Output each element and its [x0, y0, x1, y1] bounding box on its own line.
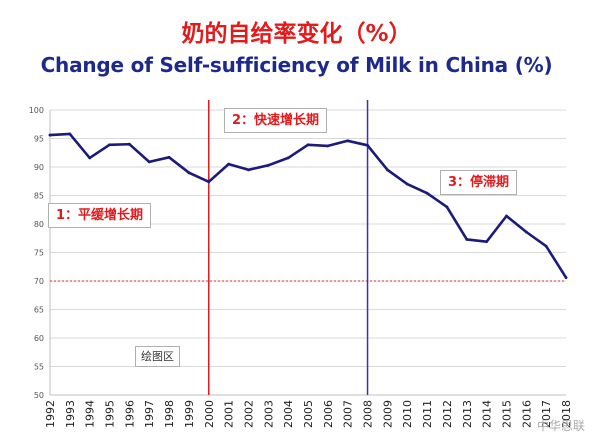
data-point-2001 — [227, 162, 231, 166]
data-point-2015 — [505, 214, 508, 218]
x-tick-label-1995: 1995 — [104, 400, 117, 428]
y-tick-label-90: 90 — [34, 163, 44, 172]
data-point-2000 — [207, 180, 211, 184]
data-point-2011 — [425, 191, 429, 195]
chart-title-chinese: 奶的自给率变化（%） — [181, 21, 412, 47]
x-tick-label-2006: 2006 — [322, 400, 335, 428]
data-point-1993 — [68, 132, 72, 136]
y-tick-label-65: 65 — [34, 306, 44, 315]
data-point-2007 — [346, 139, 350, 143]
grid-layer — [50, 109, 566, 396]
x-tick-label-2011: 2011 — [421, 400, 434, 428]
series-layer — [48, 132, 568, 279]
data-point-2018 — [564, 276, 568, 279]
x-tick-label-2012: 2012 — [441, 400, 454, 428]
data-point-2012 — [445, 205, 449, 209]
y-tick-label-60: 60 — [34, 334, 44, 343]
phase-label-3: 3：停滞期 — [440, 170, 518, 195]
x-tick-label-2005: 2005 — [302, 400, 315, 428]
y-tick-label-85: 85 — [34, 192, 44, 201]
x-tick-label-2014: 2014 — [481, 400, 494, 428]
x-tick-label-2018: 2018 — [560, 400, 573, 428]
data-point-2004 — [286, 156, 290, 160]
x-tick-label-2009: 2009 — [381, 400, 394, 428]
y-tick-label-70: 70 — [34, 277, 44, 286]
marker-layer — [50, 100, 566, 395]
data-point-1997 — [147, 160, 151, 164]
x-tick-label-2016: 2016 — [520, 400, 533, 428]
data-point-1999 — [187, 171, 191, 175]
y-tick-label-95: 95 — [34, 135, 44, 144]
data-point-2008 — [366, 143, 369, 147]
data-point-1992 — [48, 133, 52, 137]
data-point-1994 — [88, 156, 92, 160]
x-tick-label-2002: 2002 — [242, 400, 255, 428]
x-tick-label-1993: 1993 — [64, 400, 77, 428]
phase-label-2: 2：快速增长期 — [224, 108, 328, 133]
axis-layer: 50 55 60 65 70 75 80 85 90 95 100 1992 1993 1994 1995 1… — [29, 106, 573, 428]
data-point-2013 — [465, 237, 469, 241]
x-tick-label-2000: 2000 — [203, 400, 216, 428]
data-point-2005 — [306, 143, 310, 147]
x-tick-label-2013: 2013 — [461, 400, 474, 428]
watermark: 中华思联 — [536, 419, 585, 433]
data-point-1995 — [108, 143, 111, 147]
x-tick-label-2017: 2017 — [540, 400, 553, 428]
x-tick-label-2007: 2007 — [342, 400, 355, 428]
data-point-2014 — [485, 240, 489, 244]
x-tick-label-1998: 1998 — [163, 400, 176, 428]
phase-label-1: 1：平缓增长期 — [48, 203, 152, 228]
x-tick-label-2001: 2001 — [223, 400, 236, 428]
chart-title-english: Change of Self-sufficiency of Milk in Ch… — [40, 53, 553, 77]
x-tick-label-1999: 1999 — [183, 400, 196, 428]
x-tick-label-1994: 1994 — [84, 400, 97, 428]
x-tick-label-1996: 1996 — [123, 400, 136, 428]
plot-area-label: 绘图区 — [135, 346, 180, 367]
data-point-1996 — [127, 142, 131, 146]
data-point-2017 — [544, 244, 548, 248]
x-tick-label-2010: 2010 — [401, 400, 414, 428]
y-tick-label-100: 100 — [29, 106, 44, 115]
y-tick-label-50: 50 — [34, 391, 44, 400]
data-point-2010 — [405, 182, 409, 186]
data-point-2016 — [524, 230, 528, 234]
data-point-1998 — [167, 155, 171, 159]
x-tick-label-2004: 2004 — [282, 400, 295, 428]
x-tick-label-2003: 2003 — [262, 400, 275, 428]
data-point-2009 — [385, 168, 389, 172]
data-point-2006 — [326, 144, 330, 148]
y-tick-label-80: 80 — [34, 220, 44, 229]
data-point-2003 — [266, 163, 270, 167]
y-tick-label-55: 55 — [34, 363, 44, 372]
x-tick-label-1997: 1997 — [143, 400, 156, 428]
x-tick-label-2015: 2015 — [500, 400, 513, 428]
x-tick-label-2008: 2008 — [362, 400, 375, 428]
x-tick-label-1992: 1992 — [44, 400, 57, 428]
y-tick-label-75: 75 — [34, 249, 44, 258]
data-point-2002 — [247, 168, 250, 172]
